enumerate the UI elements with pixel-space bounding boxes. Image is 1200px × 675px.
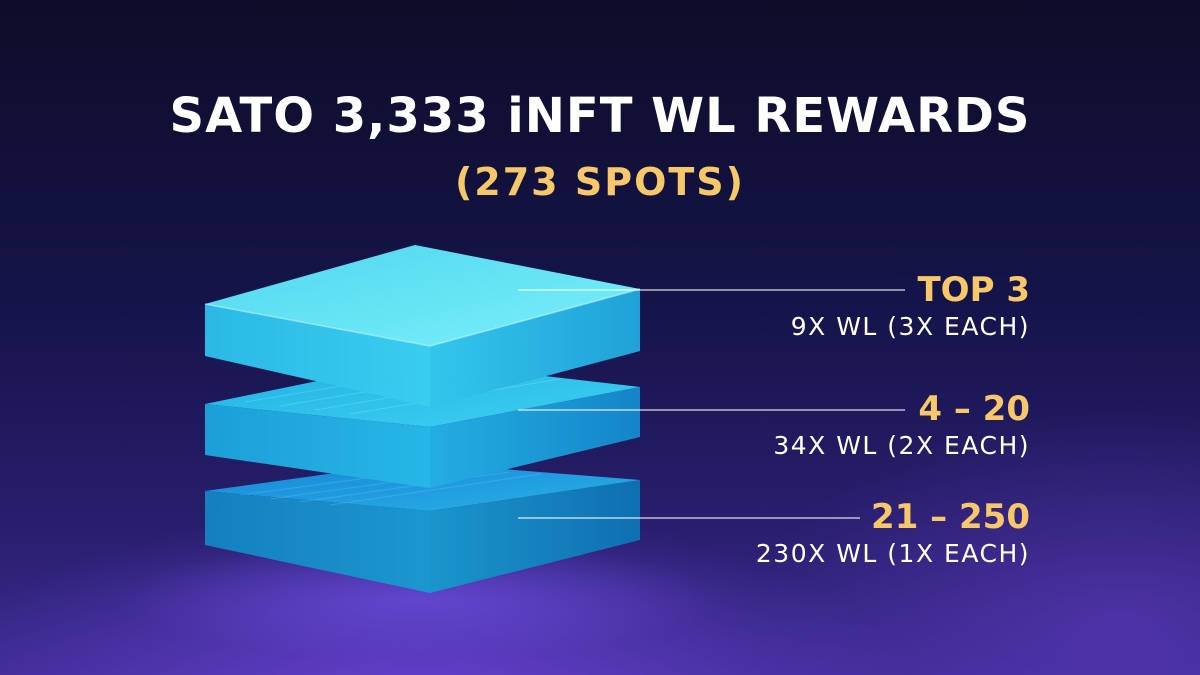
tier-reward: 9X WL (3X EACH) [790,312,1030,341]
floor-glow [120,540,720,660]
tier-reward: 34X WL (2X EACH) [773,431,1030,460]
tier-rank: 21 – 250 [871,497,1030,537]
tier-reward: 230X WL (1X EACH) [755,539,1030,568]
tier-top-3: TOP 3 9X WL (3X EACH) [791,270,1030,344]
tier-21-250: 21 – 250 230X WL (1X EACH) [756,497,1030,571]
tier-rank: 4 – 20 [918,389,1030,429]
tier-rank: TOP 3 [917,270,1030,310]
page-title: SATO 3,333 iNFT WL REWARDS [169,88,1031,144]
tier-4-20: 4 – 20 34X WL (2X EACH) [773,389,1030,463]
spots-subtitle: (273 SPOTS) [454,160,746,204]
stack-layer-top [204,245,641,407]
